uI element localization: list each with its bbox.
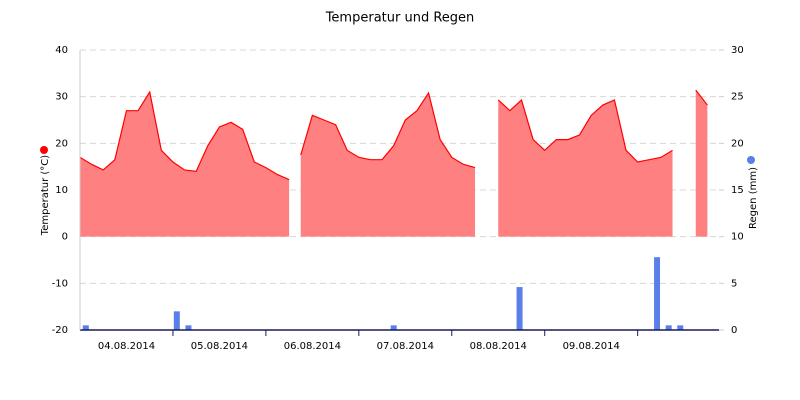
temperature-area xyxy=(498,99,673,237)
rain-bar xyxy=(390,325,397,330)
y2-tick-label: 5 xyxy=(731,278,737,289)
x-tick-label: 06.08.2014 xyxy=(284,341,341,352)
x-tick-label: 09.08.2014 xyxy=(563,341,620,352)
y2-tick-label: 0 xyxy=(731,325,737,336)
rain-bar xyxy=(516,287,523,330)
y-tick-label: 20 xyxy=(55,138,68,149)
y-axis-title: Temperatur (°C) xyxy=(40,155,51,236)
temperature-line xyxy=(695,89,708,106)
y-tick-label: -20 xyxy=(52,325,68,336)
y-tick-label: 0 xyxy=(62,232,68,243)
y2-tick-label: 20 xyxy=(731,138,744,149)
x-tick-label: 04.08.2014 xyxy=(98,341,155,352)
rain-bar xyxy=(173,311,180,330)
rain-bar xyxy=(185,325,192,330)
x-tick-label: 07.08.2014 xyxy=(377,341,434,352)
y-tick-label: 40 xyxy=(55,45,68,56)
temperature-line xyxy=(497,98,673,163)
rain-bar xyxy=(82,325,89,330)
temperature-line xyxy=(300,91,476,169)
y-tick-label: 10 xyxy=(55,185,68,196)
y-tick-label: -10 xyxy=(52,278,68,289)
rain-bar xyxy=(677,325,684,330)
y2-axis-title: Regen (mm) xyxy=(748,167,759,229)
temperature-area xyxy=(80,92,290,237)
chart-title: Temperatur und Regen xyxy=(325,11,475,26)
x-tick-label: 05.08.2014 xyxy=(191,341,248,352)
legend-dot xyxy=(40,146,48,154)
rain-bar xyxy=(654,257,661,330)
y2-tick-label: 30 xyxy=(731,45,744,56)
x-tick-label: 08.08.2014 xyxy=(470,341,527,352)
y2-tick-label: 15 xyxy=(731,185,744,196)
y-tick-label: 30 xyxy=(55,92,68,103)
y2-tick-label: 10 xyxy=(731,232,744,243)
rain-bar xyxy=(665,325,672,330)
legend-dot xyxy=(747,156,755,164)
temperature-line xyxy=(79,90,290,181)
y2-tick-label: 25 xyxy=(731,92,744,103)
temperature-area xyxy=(300,92,476,237)
temperature-area xyxy=(695,90,708,237)
